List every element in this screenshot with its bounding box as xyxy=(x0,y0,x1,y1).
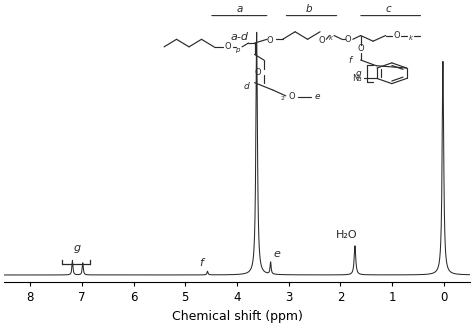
Text: e: e xyxy=(274,249,281,259)
Text: H₂O: H₂O xyxy=(336,230,357,240)
X-axis label: Chemical shift (ppm): Chemical shift (ppm) xyxy=(172,310,302,323)
Text: c: c xyxy=(385,4,391,14)
Text: a: a xyxy=(236,4,243,14)
Text: a-d: a-d xyxy=(230,32,248,42)
Text: f: f xyxy=(199,258,203,268)
Text: g: g xyxy=(74,243,81,253)
Text: b: b xyxy=(306,4,312,14)
